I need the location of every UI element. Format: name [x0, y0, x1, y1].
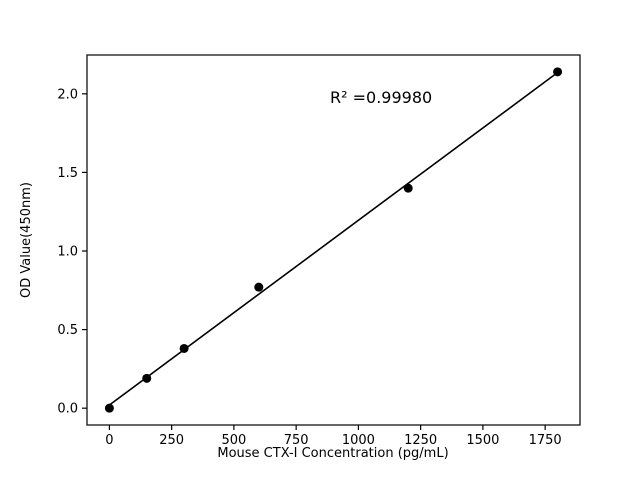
- x-tick-label: 250: [159, 433, 184, 448]
- y-tick-label: 1.0: [57, 245, 78, 260]
- fit-line: [108, 71, 559, 406]
- x-tick-label: 500: [221, 433, 246, 448]
- x-axis-label: Mouse CTX-I Concentration (pg/mL): [217, 446, 448, 461]
- x-tick-label: 1250: [404, 433, 437, 448]
- x-tick-label: 0: [105, 433, 113, 448]
- data-point: [142, 373, 152, 383]
- x-tick-label: 1500: [466, 433, 499, 448]
- axes-frame: [86, 54, 581, 426]
- data-point: [403, 183, 413, 193]
- y-tick-label: 2.0: [57, 87, 78, 102]
- data-point: [179, 343, 189, 353]
- data-point: [254, 282, 264, 292]
- r-squared-annotation: R² =0.99980: [330, 88, 432, 107]
- x-tick-label: 750: [284, 433, 309, 448]
- y-axis-label: OD Value(450nm): [19, 182, 34, 298]
- y-tick-label: 1.5: [57, 166, 78, 181]
- chart-dynamic-layer: 0 250 500 750 1000 1250 1500 1750 0.0 0.5 1.0 1.5 2.…: [57, 54, 581, 448]
- data-point: [553, 67, 563, 77]
- data-point: [104, 403, 114, 413]
- x-tick-label: 1000: [342, 433, 375, 448]
- y-tick-label: 0.0: [57, 402, 78, 417]
- y-tick-label: 0.5: [57, 323, 78, 338]
- x-tick-label: 1750: [529, 433, 562, 448]
